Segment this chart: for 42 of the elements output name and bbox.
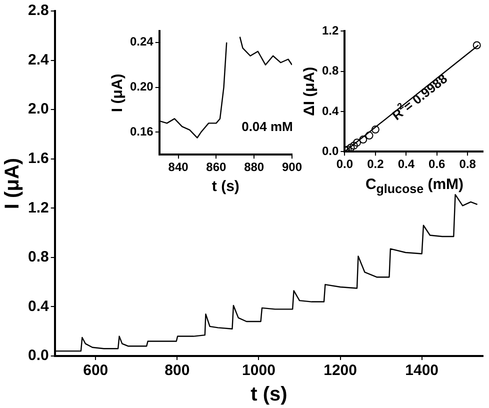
point xyxy=(472,41,481,50)
y-axis-title: I (μA) xyxy=(2,158,24,210)
y-tick-label: 1.2 xyxy=(322,24,339,38)
x-tick-label: 0.4 xyxy=(398,157,415,172)
point xyxy=(371,126,380,134)
y-tick-label: 1.2 xyxy=(28,199,49,216)
y-tick-label: 0.8 xyxy=(322,64,339,78)
annotation: 0.04 mM xyxy=(242,119,293,134)
x-tick-label: 600 xyxy=(83,362,108,380)
y-tick-label: 0.0 xyxy=(28,347,49,364)
x-tick-label: 900 xyxy=(282,160,302,174)
y-tick-label: 0.4 xyxy=(322,104,339,118)
x-tick-label: 1000 xyxy=(242,362,276,380)
y-tick-label: 2.0 xyxy=(28,100,49,118)
x-tick-label: 1200 xyxy=(324,362,357,380)
x-tick-label: 1400 xyxy=(405,362,439,380)
x-axis-title: t (s) xyxy=(212,178,240,196)
y-tick-label: 0.8 xyxy=(28,248,49,266)
point xyxy=(365,132,374,140)
x-axis-title: t (s) xyxy=(250,384,288,406)
y-tick-label: 0.24 xyxy=(130,34,154,49)
x-tick-label: 880 xyxy=(244,160,264,174)
y-axis-title: ΔI (μA) xyxy=(301,66,318,116)
x-tick-label: 800 xyxy=(164,362,190,380)
y-tick-label: 0.16 xyxy=(130,124,154,138)
point xyxy=(350,142,358,150)
x-tick-label: 860 xyxy=(206,160,227,174)
x-axis-title: C$_{glucose}$ (mM) xyxy=(364,176,465,196)
y-tick-label: 0.20 xyxy=(130,80,154,94)
x-tick-label: 0.2 xyxy=(367,157,384,172)
y-axis-title: I (μA) xyxy=(109,74,126,112)
x-tick-label: 0.6 xyxy=(428,157,446,172)
y-tick-label: 0.4 xyxy=(28,298,50,315)
x-tick-label: 0.0 xyxy=(336,157,354,172)
x-tick-label: 840 xyxy=(168,160,189,174)
x-tick-label: 0.8 xyxy=(459,157,476,172)
y-tick-label: 0.0 xyxy=(322,144,339,158)
y-tick-label: 2.8 xyxy=(28,2,49,20)
point xyxy=(359,136,368,144)
point xyxy=(352,138,361,147)
y-tick-label: 2.4 xyxy=(28,51,50,68)
y-tick-label: 1.6 xyxy=(28,150,49,167)
